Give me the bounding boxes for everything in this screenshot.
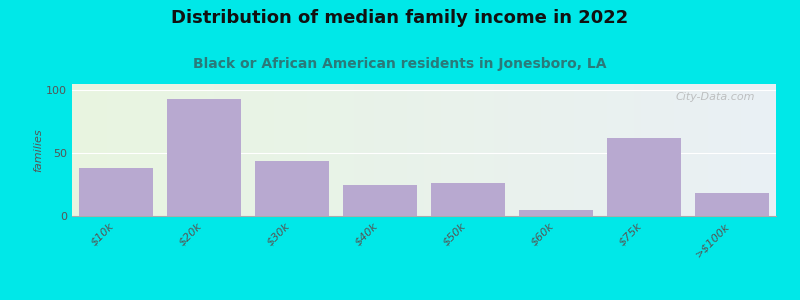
Text: City-Data.com: City-Data.com <box>675 92 755 102</box>
Y-axis label: families: families <box>34 128 43 172</box>
Bar <box>430 183 506 216</box>
Bar <box>166 99 242 216</box>
Bar <box>606 138 682 216</box>
Text: Black or African American residents in Jonesboro, LA: Black or African American residents in J… <box>194 57 606 71</box>
Text: Distribution of median family income in 2022: Distribution of median family income in … <box>171 9 629 27</box>
Bar <box>342 184 418 216</box>
Bar <box>78 168 154 216</box>
Bar <box>518 210 594 216</box>
Bar <box>254 161 330 216</box>
Bar <box>694 194 770 216</box>
